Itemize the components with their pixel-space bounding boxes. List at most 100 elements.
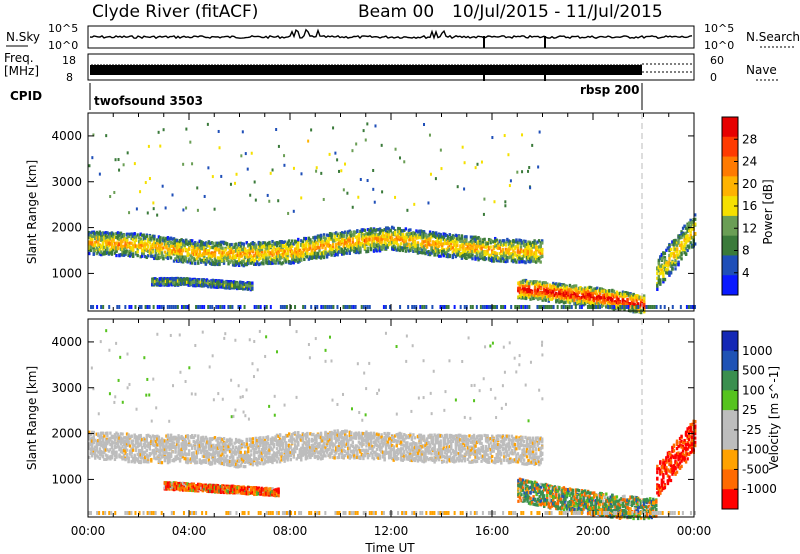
scatter-cell xyxy=(436,246,439,250)
scatter-cell xyxy=(319,240,323,244)
scatter-cell xyxy=(266,246,270,250)
scatter-cell xyxy=(224,241,227,245)
scatter-cell xyxy=(127,243,130,248)
scatter-cell xyxy=(121,247,124,251)
scatter-cell xyxy=(130,232,133,236)
scatter-cell xyxy=(398,238,401,242)
scatter-cell xyxy=(460,251,464,255)
scatter-cell xyxy=(357,238,361,242)
scatter-cell xyxy=(360,233,364,237)
scatter-cell xyxy=(341,236,344,241)
scatter-cell xyxy=(256,252,259,257)
scatter-cell xyxy=(213,257,217,261)
scatter-cell xyxy=(241,242,244,246)
scatter-cell xyxy=(310,249,314,253)
scatter-cell xyxy=(512,260,515,264)
scatter-cell xyxy=(539,255,542,259)
scatter-cell xyxy=(216,243,220,248)
scatter-cell xyxy=(238,285,242,289)
scatter-cell xyxy=(91,235,94,239)
scatter-cell xyxy=(477,250,480,254)
scatter-cell xyxy=(478,246,482,250)
scatter-cell xyxy=(278,242,282,246)
scatter-cell xyxy=(110,245,114,249)
scatter-cell xyxy=(130,252,133,256)
scatter-cell xyxy=(112,238,115,242)
scatter-cell xyxy=(176,282,180,287)
scatter-cell xyxy=(190,278,193,282)
scatter-cell xyxy=(428,230,432,234)
scatter-cell xyxy=(242,283,245,288)
scatter-cell xyxy=(157,242,161,246)
scatter-cell xyxy=(228,260,232,264)
scatter-cell xyxy=(494,242,497,246)
scatter-cell xyxy=(142,233,145,237)
scatter-cell xyxy=(328,244,332,248)
scatter-cell xyxy=(454,245,458,250)
scatter-cell xyxy=(227,250,230,255)
scatter-cell xyxy=(398,227,401,231)
scatter-cell xyxy=(459,247,462,251)
scatter-cell xyxy=(481,243,485,247)
scatter-cell xyxy=(104,251,108,256)
scatter-cell xyxy=(297,257,300,261)
scatter-cell xyxy=(345,231,348,236)
scatter-cell xyxy=(657,274,661,279)
scatter-cell xyxy=(272,252,276,256)
scatter-cell xyxy=(437,241,441,245)
scatter-cell xyxy=(433,234,436,239)
scatter-cell xyxy=(433,233,436,237)
scatter-cell xyxy=(191,239,194,243)
scatter-cell xyxy=(337,234,341,239)
scatter-cell xyxy=(360,241,364,246)
scatter-cell xyxy=(531,259,535,263)
scatter-cell xyxy=(219,253,223,257)
scatter-cell xyxy=(475,256,479,260)
scatter-cell xyxy=(436,253,439,257)
scatter-cell xyxy=(253,245,256,249)
scatter-cell xyxy=(365,239,368,243)
scatter-cell xyxy=(427,250,430,254)
scatter-cell xyxy=(492,259,495,263)
scatter-cell xyxy=(151,283,154,287)
scatter-cell xyxy=(656,287,659,291)
scatter-cell xyxy=(348,245,351,249)
scatter-cell xyxy=(177,245,180,249)
scatter-cell xyxy=(384,226,388,230)
scatter-cell xyxy=(412,249,415,253)
scatter-cell xyxy=(88,240,91,244)
scatter-cell xyxy=(275,247,279,252)
scatter-cell xyxy=(459,237,462,241)
scatter-cell xyxy=(509,247,512,251)
scatter-cell xyxy=(306,248,309,252)
scatter-cell xyxy=(331,238,335,242)
scatter-cell xyxy=(457,235,461,239)
scatter-cell xyxy=(440,249,444,253)
scatter-cell xyxy=(142,237,145,241)
scatter-cell xyxy=(410,232,414,236)
scatter-cell xyxy=(110,239,114,244)
scatter-cell xyxy=(269,261,273,265)
scatter-cell xyxy=(158,281,162,285)
scatter-cell xyxy=(331,242,335,247)
scatter-cell xyxy=(330,247,333,252)
scatter-cell xyxy=(125,233,129,237)
scatter-cell xyxy=(284,246,288,251)
scatter-cell xyxy=(169,240,173,245)
scatter-cell xyxy=(147,254,150,258)
scatter-cell xyxy=(113,235,117,239)
scatter-cell xyxy=(375,237,379,242)
scatter-cell xyxy=(328,237,332,241)
scatter-cell xyxy=(392,238,395,243)
scatter-cell xyxy=(262,253,265,257)
scatter-cell xyxy=(154,251,158,255)
scatter-cell xyxy=(534,251,538,255)
scatter-cell xyxy=(195,242,198,246)
scatter-cell xyxy=(321,254,324,258)
scatter-cell xyxy=(525,255,529,260)
scatter-cell xyxy=(193,282,196,286)
scatter-cell xyxy=(127,232,130,236)
scatter-cell xyxy=(196,283,199,287)
scatter-cell xyxy=(230,242,233,247)
scatter-cell xyxy=(307,246,311,251)
